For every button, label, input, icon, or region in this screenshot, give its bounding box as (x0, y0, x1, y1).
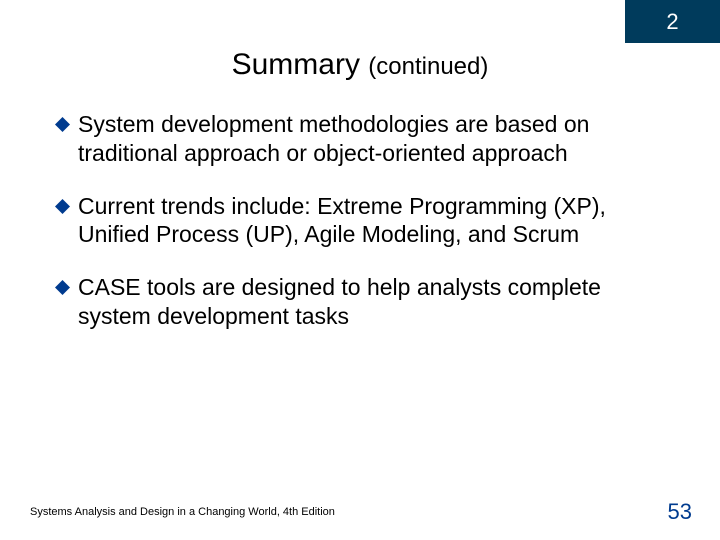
list-item: CASE tools are designed to help analysts… (55, 273, 665, 331)
slide-title-main: Summary (232, 48, 369, 81)
slide-title: Summary (continued) (0, 48, 720, 82)
diamond-bullet-icon (55, 280, 70, 295)
bullet-text: Current trends include: Extreme Programm… (78, 192, 665, 250)
footer-text: Systems Analysis and Design in a Changin… (30, 506, 335, 518)
diamond-bullet-icon (55, 117, 70, 132)
diamond-bullet-icon (55, 199, 70, 214)
list-item: System development methodologies are bas… (55, 110, 665, 168)
page-number: 53 (668, 499, 692, 525)
bullet-list: System development methodologies are bas… (55, 110, 665, 355)
chapter-number: 2 (666, 9, 678, 35)
bullet-text: CASE tools are designed to help analysts… (78, 273, 665, 331)
list-item: Current trends include: Extreme Programm… (55, 192, 665, 250)
chapter-badge: 2 (625, 0, 720, 43)
slide-title-sub: (continued) (368, 53, 488, 80)
bullet-text: System development methodologies are bas… (78, 110, 665, 168)
